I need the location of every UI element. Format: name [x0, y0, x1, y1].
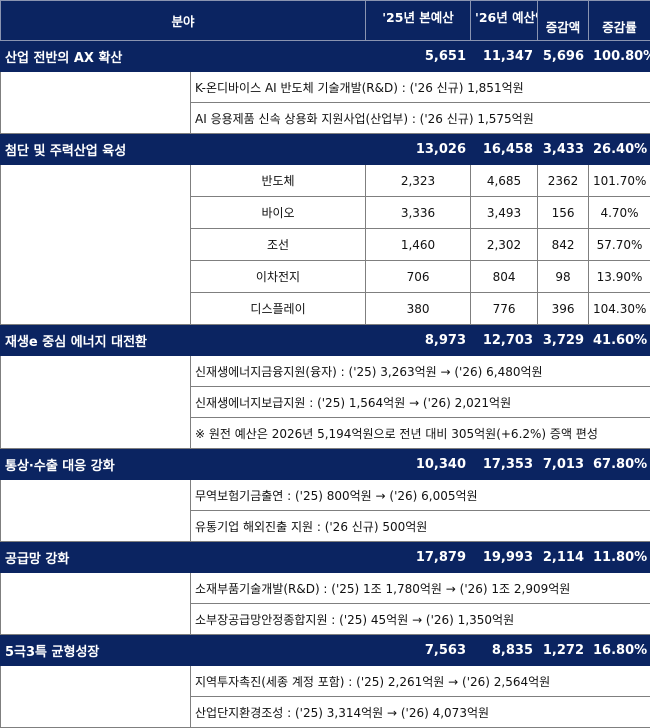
header-budget-26: '26년 예산안 [471, 1, 538, 41]
rate-value: 16.80% [589, 635, 650, 666]
budget-25-value: 706 [366, 261, 471, 293]
header-row: 분야 '25년 본예산 '26년 예산안 증감액 증감률 [1, 1, 650, 41]
detail-text: ※ 원전 예산은 2026년 5,194억원으로 전년 대비 305억원(+6.… [191, 418, 650, 449]
budget-25-value: 10,340 [366, 449, 471, 480]
header-change: 증감액 [538, 1, 589, 41]
category-name: 재생e 중심 에너지 대전환 [1, 325, 366, 356]
budget-25-value: 1,460 [366, 229, 471, 261]
blank-cell [1, 356, 191, 449]
rate-value: 4.70% [589, 197, 650, 229]
subsector-name: 반도체 [191, 165, 366, 197]
header-rate: 증감률 [589, 1, 650, 41]
change-value: 3,433 [538, 134, 589, 165]
budget-26-value: 804 [471, 261, 538, 293]
change-value: 842 [538, 229, 589, 261]
detail-text: 소재부품기술개발(R&D) : ('25) 1조 1,780억원 → ('26)… [191, 573, 650, 604]
category-name: 산업 전반의 AX 확산 [1, 41, 366, 72]
budget-25-value: 8,973 [366, 325, 471, 356]
blank-cell [1, 666, 191, 728]
rate-value: 104.30% [589, 293, 650, 325]
budget-26-value: 4,685 [471, 165, 538, 197]
subsector-name: 이차전지 [191, 261, 366, 293]
blank-cell [1, 573, 191, 635]
detail-row: 소재부품기술개발(R&D) : ('25) 1조 1,780억원 → ('26)… [1, 573, 650, 604]
budget-25-value: 2,323 [366, 165, 471, 197]
blank-cell [1, 72, 191, 134]
detail-text: AI 응용제품 신속 상용화 지원사업(산업부) : ('26 신규) 1,57… [191, 103, 650, 134]
detail-row: 신재생에너지금융지원(융자) : ('25) 3,263억원 → ('26) 6… [1, 356, 650, 387]
budget-25-value: 380 [366, 293, 471, 325]
change-value: 1,272 [538, 635, 589, 666]
rate-value: 26.40% [589, 134, 650, 165]
budget-25-value: 13,026 [366, 134, 471, 165]
budget-26-value: 12,703 [471, 325, 538, 356]
rate-value: 67.80% [589, 449, 650, 480]
detail-text: 무역보험기금출연 : ('25) 800억원 → ('26) 6,005억원 [191, 480, 650, 511]
category-name: 첨단 및 주력산업 육성 [1, 134, 366, 165]
budget-25-value: 5,651 [366, 41, 471, 72]
rate-value: 57.70% [589, 229, 650, 261]
detail-text: 지역투자촉진(세종 계정 포함) : ('25) 2,261억원 → ('26)… [191, 666, 650, 697]
rate-value: 41.60% [589, 325, 650, 356]
rate-value: 11.80% [589, 542, 650, 573]
detail-row: 지역투자촉진(세종 계정 포함) : ('25) 2,261억원 → ('26)… [1, 666, 650, 697]
detail-text: 신재생에너지보급지원 : ('25) 1,564억원 → ('26) 2,021… [191, 387, 650, 418]
category-name: 통상·수출 대응 강화 [1, 449, 366, 480]
budget-26-value: 8,835 [471, 635, 538, 666]
rate-value: 100.80% [589, 41, 650, 72]
change-value: 396 [538, 293, 589, 325]
subsector-name: 조선 [191, 229, 366, 261]
rate-value: 101.70% [589, 165, 650, 197]
budget-26-value: 3,493 [471, 197, 538, 229]
budget-25-value: 3,336 [366, 197, 471, 229]
subsector-name: 디스플레이 [191, 293, 366, 325]
header-field: 분야 [1, 1, 366, 41]
budget-26-value: 2,302 [471, 229, 538, 261]
detail-text: 유통기업 해외진출 지원 : ('26 신규) 500억원 [191, 511, 650, 542]
change-value: 2362 [538, 165, 589, 197]
category-name: 공급망 강화 [1, 542, 366, 573]
budget-26-value: 11,347 [471, 41, 538, 72]
detail-text: K-온디바이스 AI 반도체 기술개발(R&D) : ('26 신규) 1,85… [191, 72, 650, 103]
budget-26-value: 19,993 [471, 542, 538, 573]
blank-cell [1, 165, 191, 325]
rate-value: 13.90% [589, 261, 650, 293]
category-name: 5극3특 균형성장 [1, 635, 366, 666]
change-value: 98 [538, 261, 589, 293]
change-value: 7,013 [538, 449, 589, 480]
detail-text: 신재생에너지금융지원(융자) : ('25) 3,263억원 → ('26) 6… [191, 356, 650, 387]
detail-row: K-온디바이스 AI 반도체 기술개발(R&D) : ('26 신규) 1,85… [1, 72, 650, 103]
subsector-name: 바이오 [191, 197, 366, 229]
detail-row: 무역보험기금출연 : ('25) 800억원 → ('26) 6,005억원 [1, 480, 650, 511]
detail-text: 소부장공급망안정종합지원 : ('25) 45억원 → ('26) 1,350억… [191, 604, 650, 635]
budget-25-value: 7,563 [366, 635, 471, 666]
change-value: 3,729 [538, 325, 589, 356]
blank-cell [1, 480, 191, 542]
budget-25-value: 17,879 [366, 542, 471, 573]
budget-26-value: 17,353 [471, 449, 538, 480]
budget-26-value: 776 [471, 293, 538, 325]
change-value: 5,696 [538, 41, 589, 72]
detail-text: 산업단지환경조성 : ('25) 3,314억원 → ('26) 4,073억원 [191, 697, 650, 728]
change-value: 156 [538, 197, 589, 229]
budget-26-value: 16,458 [471, 134, 538, 165]
change-value: 2,114 [538, 542, 589, 573]
header-budget-25: '25년 본예산 [366, 1, 471, 41]
